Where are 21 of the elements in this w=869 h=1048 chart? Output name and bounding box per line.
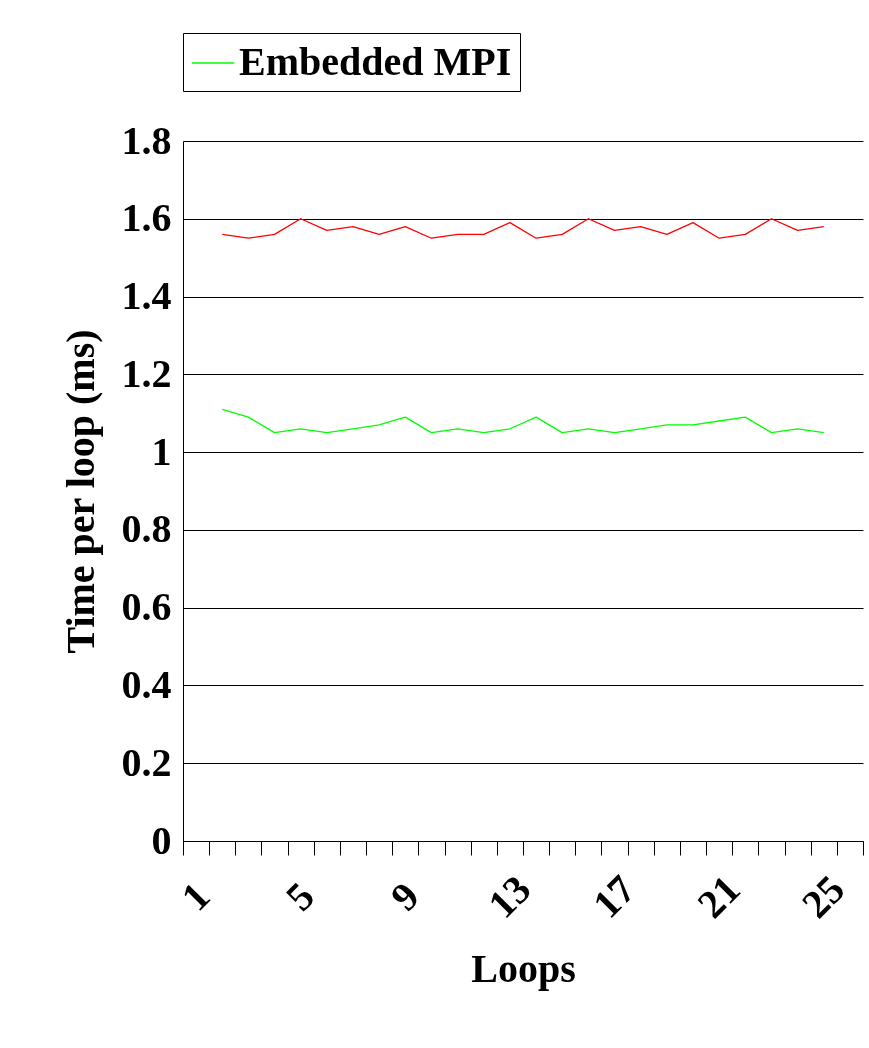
x-tick-label: 25 [793, 866, 854, 927]
y-tick-label: 1.6 [121, 195, 172, 241]
y-tick-label: 0.8 [121, 506, 172, 552]
y-tick-label: 0.6 [121, 584, 172, 630]
x-tick-label: 13 [479, 866, 540, 927]
x-axis-title: Loops [471, 945, 576, 991]
y-tick-label: 0 [151, 817, 172, 863]
y-tick-label: 0.2 [121, 739, 172, 785]
line-series [221, 218, 825, 239]
y-axis-title: Time per loop (ms) [57, 329, 103, 654]
x-tick-label: 5 [277, 873, 324, 920]
y-tick-label: 1.2 [121, 350, 172, 396]
y-tick-label: 1.8 [121, 117, 172, 163]
y-tick-label: 0.4 [121, 661, 172, 707]
legend-label: Embedded MPI [239, 39, 512, 84]
x-tick-label: 21 [688, 866, 749, 927]
x-tick-label: 17 [583, 866, 645, 927]
y-tick-label: 1.4 [121, 273, 172, 319]
x-tick-label: 9 [381, 873, 428, 920]
y-tick-label: 1 [151, 428, 172, 474]
line-series [221, 408, 825, 434]
